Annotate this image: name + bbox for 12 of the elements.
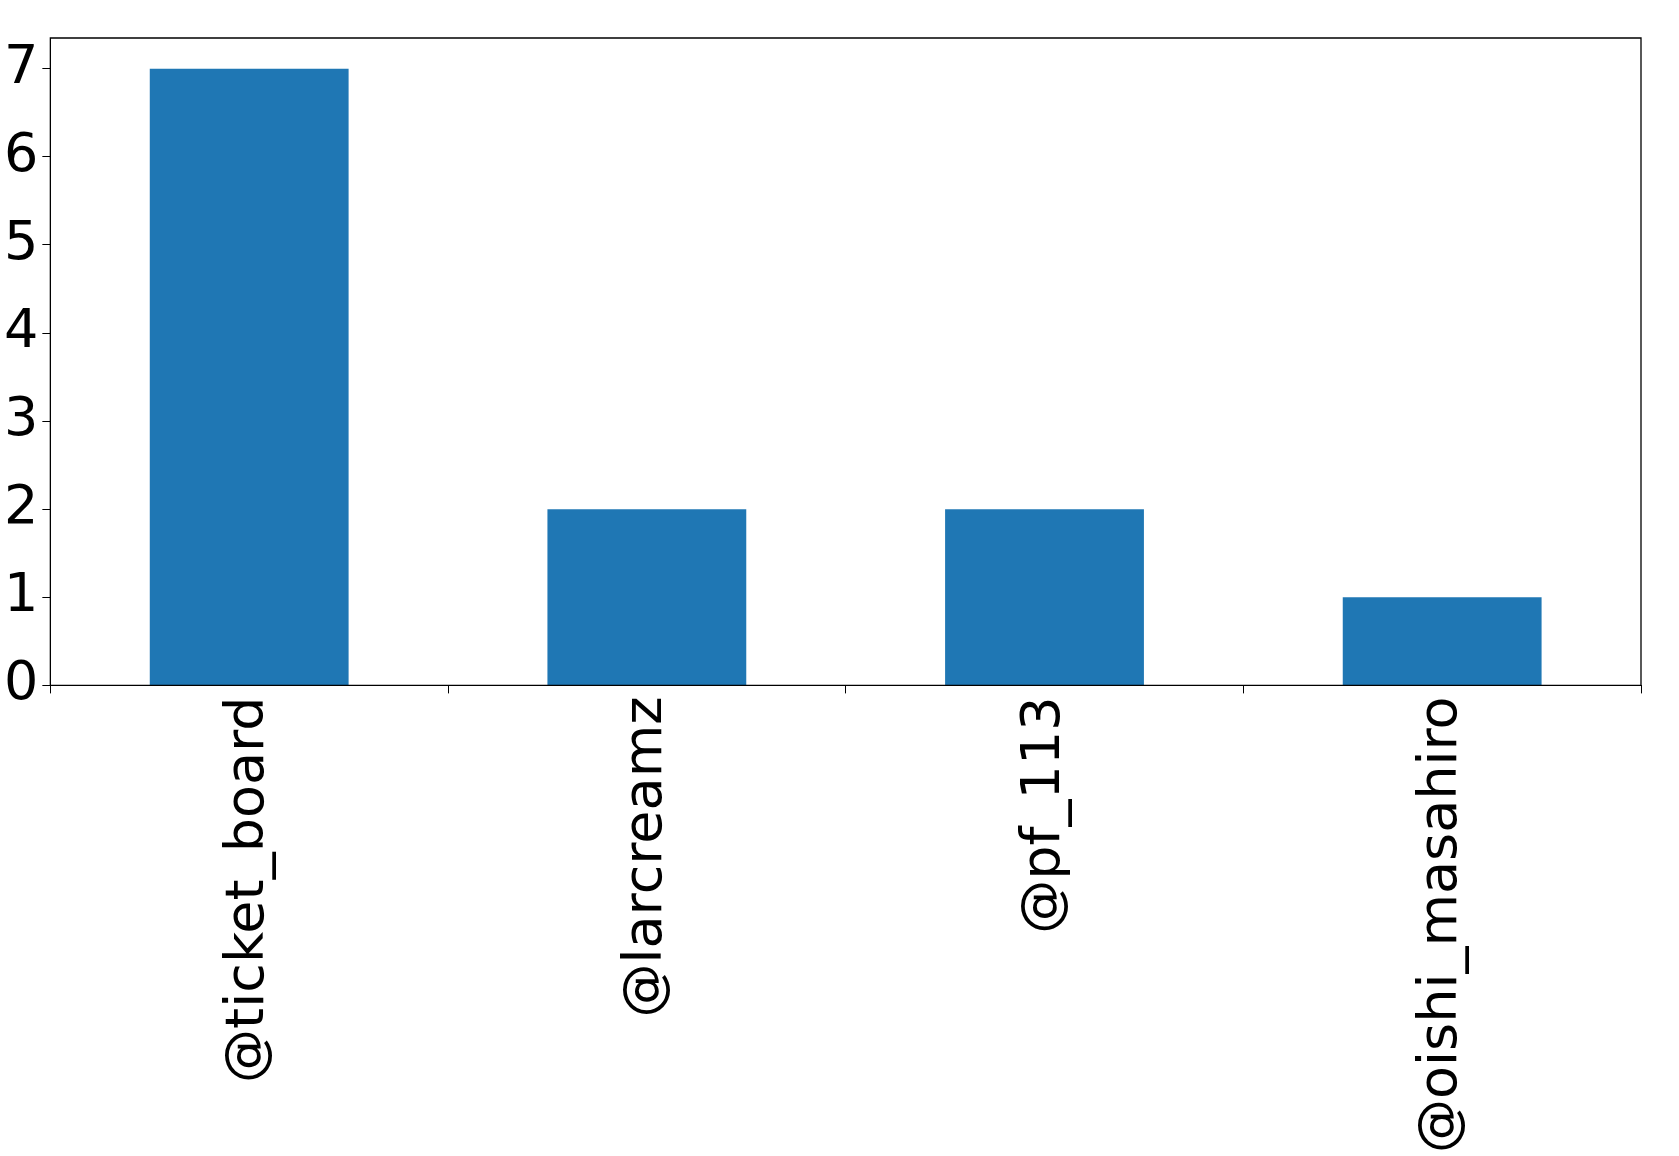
y-tick-label: 0	[4, 649, 39, 713]
y-tick-label: 6	[4, 120, 39, 184]
x-tick-label: @ticket_board	[213, 696, 277, 1083]
x-tick-label: @oishi_masahiro	[1406, 696, 1470, 1154]
y-tick-label: 1	[4, 561, 39, 625]
y-tick-label: 5	[4, 209, 39, 273]
y-tick-label: 2	[4, 473, 39, 537]
y-tick-label: 4	[4, 297, 39, 361]
x-tick-label: @larcreamz	[610, 696, 674, 1018]
y-tick-label: 3	[4, 385, 39, 449]
x-tick-label: @pf_113	[1008, 696, 1072, 934]
y-tick-label: 7	[4, 32, 39, 96]
